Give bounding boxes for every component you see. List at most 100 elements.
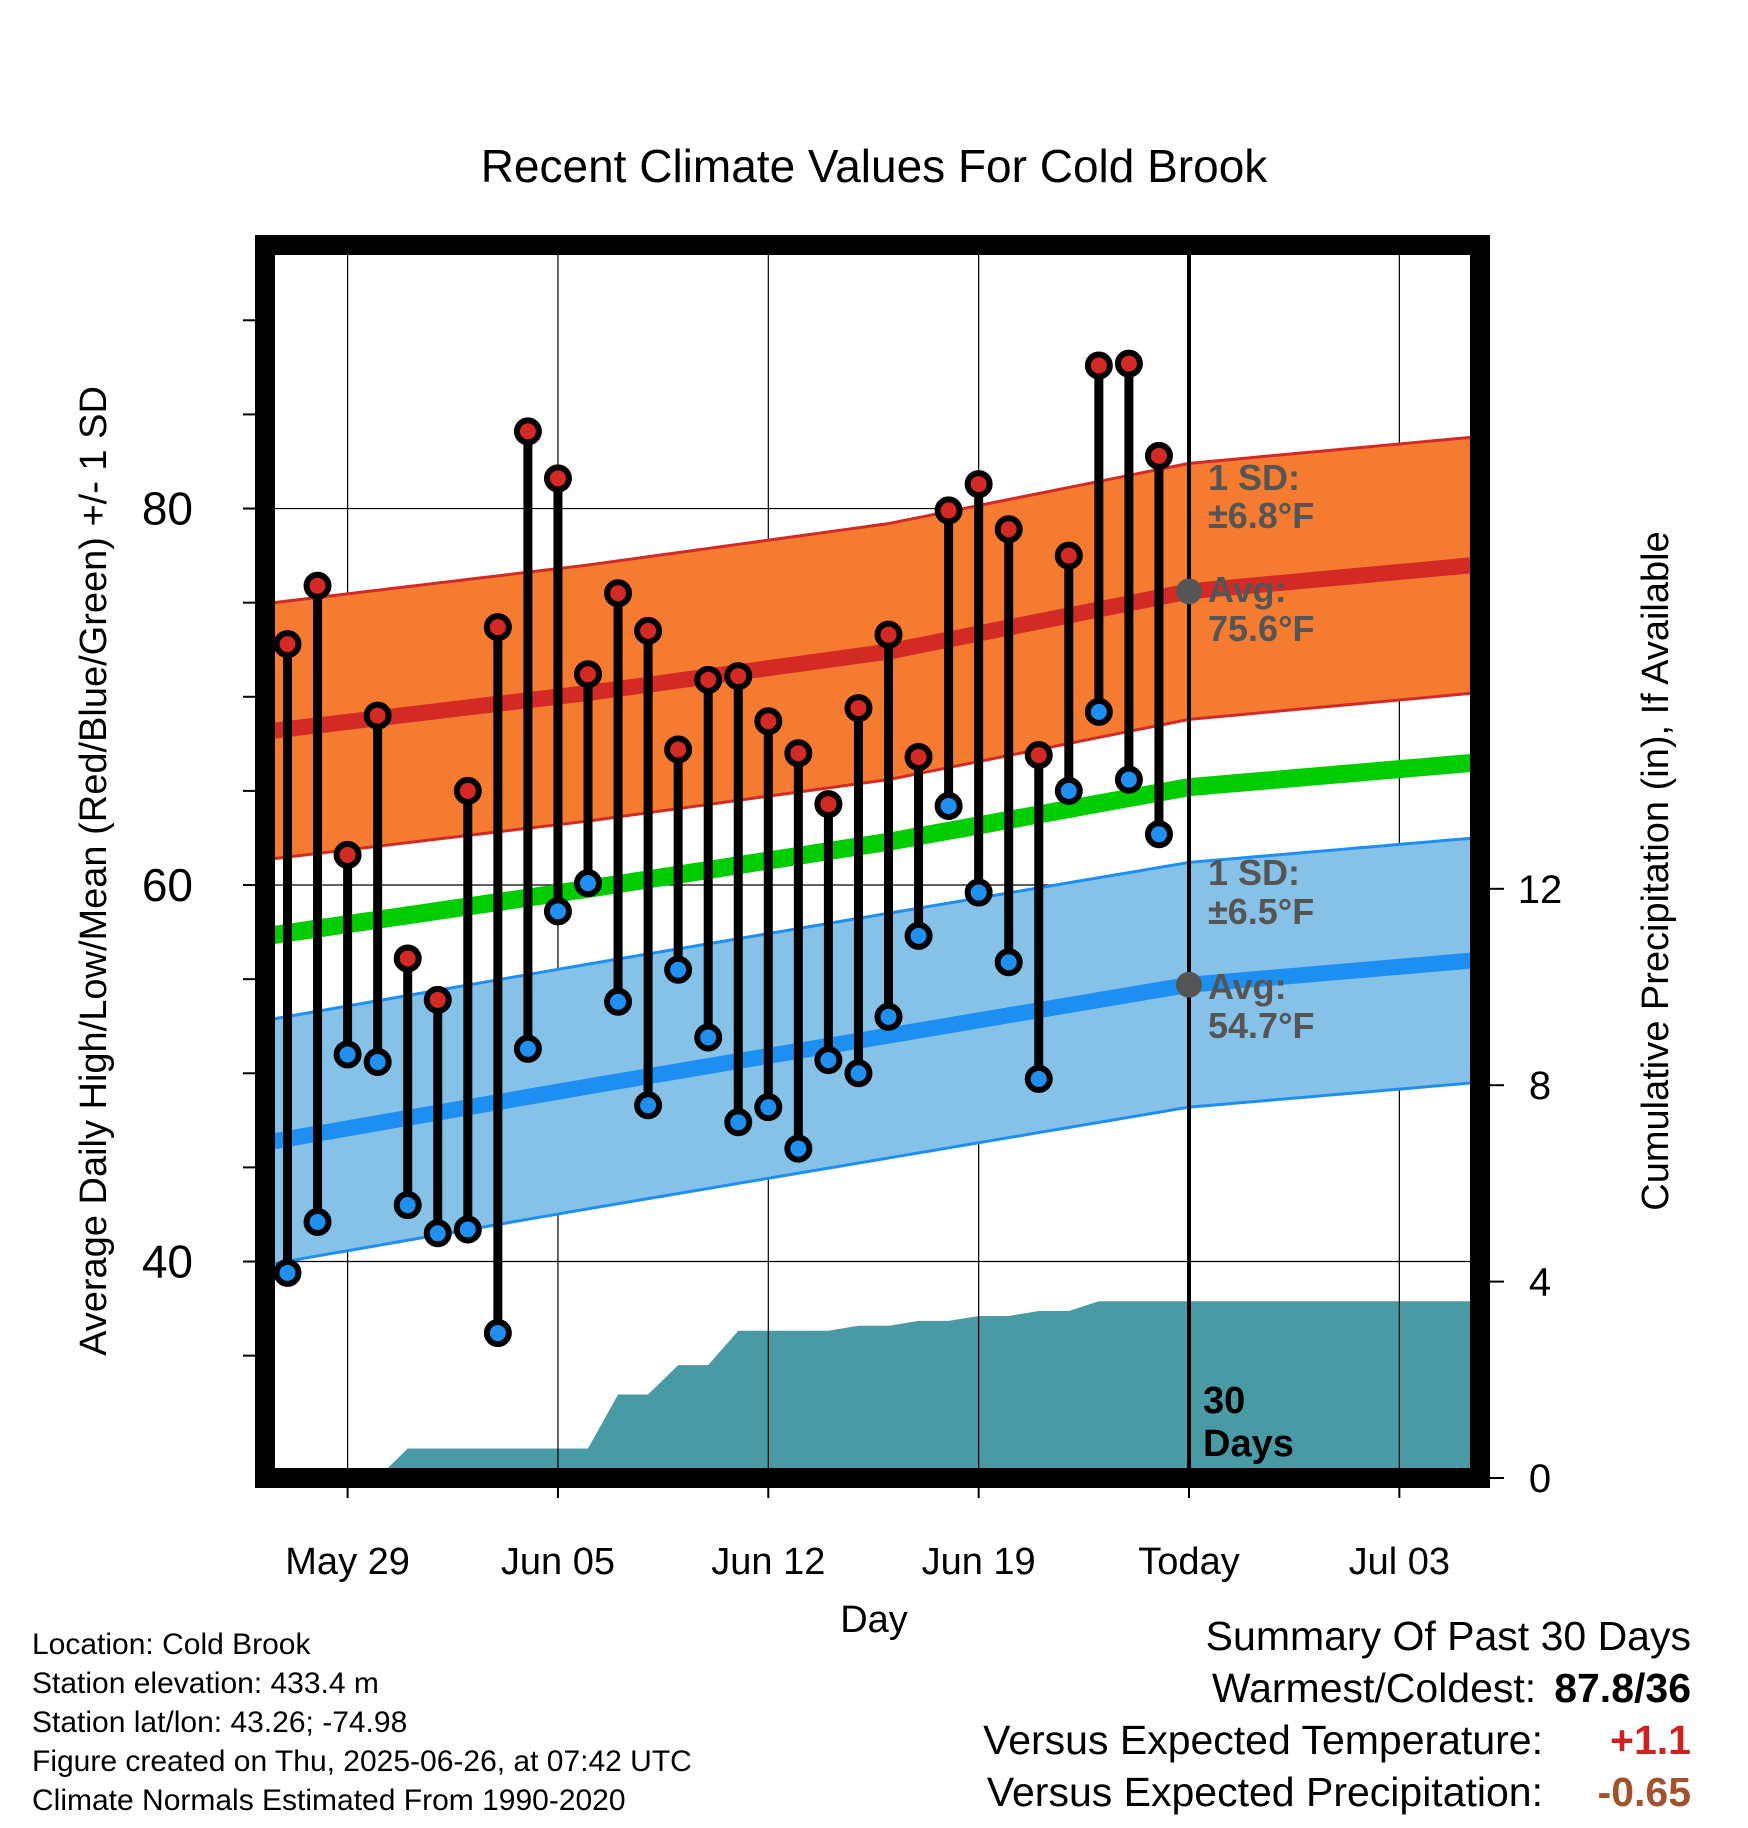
annotation-high-sd-value: ±6.8°F (1208, 495, 1314, 536)
daily-high-point (994, 515, 1023, 544)
y-right-tick-label: 8 (1529, 1064, 1551, 1108)
summary-panel: Summary Of Past 30 Days Warmest/Coldest:… (983, 1610, 1691, 1818)
daily-high-point (423, 985, 452, 1014)
x-tick-label: Jun 05 (501, 1541, 615, 1583)
daily-low-point (724, 1108, 753, 1137)
daily-high-point (724, 662, 753, 691)
daily-low-point (543, 897, 572, 926)
daily-high-point (844, 694, 873, 723)
x-axis-label: Day (840, 1599, 908, 1641)
daily-low-point (333, 1040, 362, 1069)
daily-high-point (934, 496, 963, 525)
annotation-low-avg-value: 54.7°F (1208, 1005, 1314, 1046)
y-axis-right-label: Cumulative Precipitation (in), If Availa… (1635, 531, 1677, 1210)
low-sd-band (265, 837, 1475, 1266)
today-window-label: Days (1203, 1423, 1294, 1465)
daily-low-point (694, 1023, 723, 1052)
x-tick-label: Jun 19 (922, 1541, 1036, 1583)
daily-low-point (303, 1207, 332, 1236)
daily-low-point (393, 1191, 422, 1220)
daily-high-point (574, 660, 602, 689)
daily-low-point (634, 1091, 663, 1120)
daily-high-point (814, 790, 843, 819)
daily-low-point (664, 955, 693, 984)
y-left-tick-label: 60 (142, 859, 193, 911)
daily-low-point (453, 1215, 482, 1244)
warm-cold-value: 87.8/36 (1554, 1665, 1691, 1711)
annotation-high-avg-text: Avg: (1208, 569, 1287, 610)
y-left-tick-label: 40 (142, 1236, 193, 1288)
daily-low-point (934, 791, 963, 820)
daily-low-point (1114, 765, 1143, 794)
daily-high-point (1024, 741, 1053, 770)
daily-high-point (634, 616, 663, 645)
daily-low-point (273, 1258, 302, 1287)
daily-high-point (483, 613, 512, 642)
high-sd-band-upper-edge (265, 435, 1475, 606)
precipitation-area (287, 1301, 1480, 1478)
annotation-low-avg-text: Avg: (1208, 966, 1287, 1007)
today-low-avg-marker (1176, 971, 1202, 998)
info-elevation: Station elevation: 433.4 m (32, 1667, 379, 1700)
daily-high-point (874, 620, 903, 649)
daily-high-point (664, 735, 693, 764)
daily-low-point (844, 1059, 873, 1088)
temp-value: +1.1 (1610, 1717, 1691, 1763)
daily-low-point (604, 987, 633, 1016)
precip-label: Versus Expected Precipitation: (986, 1769, 1543, 1815)
daily-low-point (1024, 1064, 1053, 1093)
daily-high-point (784, 739, 813, 768)
temp-label: Versus Expected Temperature: (983, 1717, 1543, 1763)
annotation-low-sd-text: 1 SD: (1208, 852, 1300, 893)
daily-high-point (543, 464, 572, 493)
daily-high-point (1114, 349, 1143, 378)
summary-precip: Versus Expected Precipitation: -0.65 (983, 1766, 1691, 1818)
y-right-tick-label: 0 (1529, 1457, 1551, 1501)
annotation-high-sd-text: 1 SD: (1208, 457, 1300, 498)
daily-low-point (874, 1002, 903, 1031)
warm-cold-label: Warmest/Coldest: (1211, 1665, 1537, 1711)
daily-low-point (1054, 776, 1083, 805)
y-right-tick-label: 12 (1518, 868, 1563, 912)
daily-high-point (303, 571, 332, 600)
daily-high-point (1084, 351, 1113, 380)
annotation-low-sd-value: ±6.5°F (1208, 891, 1314, 932)
daily-high-point (754, 707, 783, 736)
y-left-tick-label: 80 (142, 483, 193, 535)
summary-title: Summary Of Past 30 Days (1205, 1613, 1691, 1659)
x-tick-label: Today (1138, 1541, 1239, 1583)
normal-high-line (265, 557, 1476, 740)
x-tick-label: Jul 03 (1349, 1541, 1450, 1583)
y-axis-left-label: Average Daily High/Low/Mean (Red/Blue/Gr… (73, 386, 115, 1356)
annotation-high-avg-value: 75.6°F (1208, 608, 1314, 649)
daily-low-point (964, 878, 993, 907)
daily-low-point (814, 1046, 843, 1075)
daily-low-point (513, 1034, 542, 1063)
daily-high-point (273, 630, 302, 659)
y-right-tick-label: 4 (1529, 1261, 1551, 1305)
daily-low-point (754, 1093, 783, 1122)
daily-high-point (513, 417, 542, 446)
daily-low-point (574, 869, 602, 898)
x-tick-label: Jun 12 (711, 1541, 825, 1583)
summary-warm-cold: Warmest/Coldest: 87.8/36 (983, 1662, 1691, 1714)
daily-high-point (1144, 441, 1173, 470)
today-high-avg-marker (1176, 578, 1202, 605)
summary-temp: Versus Expected Temperature: +1.1 (983, 1714, 1691, 1766)
daily-low-point (904, 921, 933, 950)
daily-high-point (964, 470, 993, 499)
daily-high-point (363, 701, 392, 730)
today-window-label: 30 (1203, 1380, 1245, 1422)
station-info: Location: Cold Brook Station elevation: … (32, 1625, 692, 1820)
info-created: Figure created on Thu, 2025-06-26, at 07… (32, 1745, 692, 1778)
daily-low-point (1144, 820, 1173, 849)
daily-high-point (1054, 541, 1083, 570)
daily-low-point (1084, 697, 1113, 726)
daily-high-point (333, 840, 362, 869)
daily-high-point (604, 579, 633, 608)
info-location: Location: Cold Brook (32, 1628, 311, 1661)
daily-low-point (363, 1047, 392, 1076)
daily-low-point (784, 1134, 813, 1163)
